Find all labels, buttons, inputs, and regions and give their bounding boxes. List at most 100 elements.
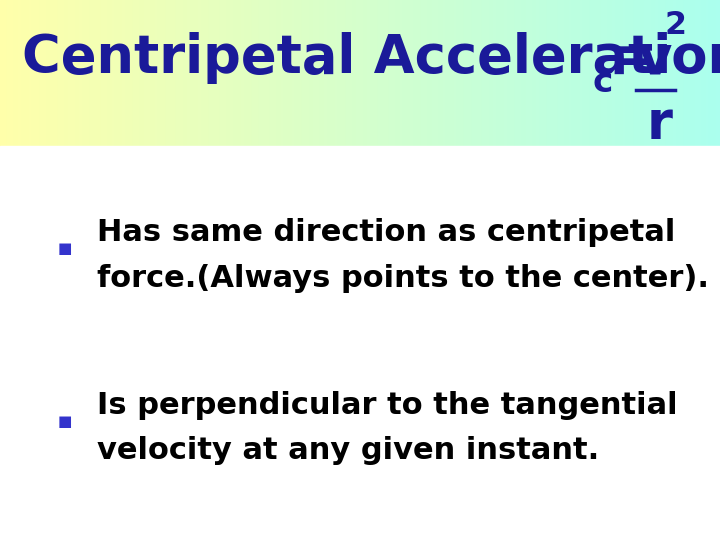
Bar <box>349 0 353 146</box>
Bar <box>184 0 187 146</box>
Bar <box>450 0 454 146</box>
Bar <box>241 0 245 146</box>
Bar <box>194 0 198 146</box>
Bar <box>7 0 11 146</box>
Bar <box>227 0 230 146</box>
Bar <box>623 0 626 146</box>
Bar <box>695 0 698 146</box>
Bar <box>281 0 284 146</box>
Bar <box>61 0 65 146</box>
Bar <box>112 0 115 146</box>
Bar <box>86 0 90 146</box>
Bar <box>529 0 533 146</box>
Bar <box>252 0 256 146</box>
Bar <box>295 0 299 146</box>
Bar <box>364 0 367 146</box>
Bar <box>655 0 659 146</box>
Bar <box>173 0 176 146</box>
Bar <box>464 0 468 146</box>
Bar <box>641 0 644 146</box>
Bar <box>457 0 461 146</box>
Bar <box>407 0 410 146</box>
Bar <box>446 0 450 146</box>
Bar <box>0 0 4 146</box>
Bar <box>400 0 403 146</box>
Bar <box>652 0 655 146</box>
Bar <box>515 0 518 146</box>
Bar <box>126 0 130 146</box>
Bar <box>601 0 605 146</box>
Bar <box>83 0 86 146</box>
Bar <box>137 0 140 146</box>
Text: v: v <box>637 32 672 84</box>
Bar <box>565 0 569 146</box>
Text: ■: ■ <box>58 241 72 256</box>
Bar <box>223 0 227 146</box>
Bar <box>79 0 83 146</box>
Bar <box>706 0 709 146</box>
Bar <box>277 0 281 146</box>
Bar <box>144 0 148 146</box>
Bar <box>590 0 594 146</box>
Bar <box>288 0 292 146</box>
Bar <box>536 0 540 146</box>
Bar <box>104 0 108 146</box>
Bar <box>234 0 238 146</box>
Bar <box>713 0 716 146</box>
Bar <box>688 0 691 146</box>
Text: Is perpendicular to the tangential: Is perpendicular to the tangential <box>97 390 678 420</box>
Bar <box>25 0 29 146</box>
Bar <box>4 0 7 146</box>
Bar <box>29 0 32 146</box>
Bar <box>680 0 684 146</box>
Bar <box>43 0 47 146</box>
Bar <box>612 0 616 146</box>
Bar <box>461 0 464 146</box>
Bar <box>230 0 234 146</box>
Bar <box>403 0 407 146</box>
Bar <box>540 0 544 146</box>
Bar <box>670 0 673 146</box>
Bar <box>475 0 479 146</box>
Bar <box>14 0 18 146</box>
Bar <box>374 0 378 146</box>
Bar <box>238 0 241 146</box>
Bar <box>162 0 166 146</box>
Bar <box>259 0 263 146</box>
Bar <box>626 0 630 146</box>
Bar <box>356 0 360 146</box>
Bar <box>335 0 338 146</box>
Bar <box>299 0 302 146</box>
Bar <box>216 0 220 146</box>
Bar <box>572 0 576 146</box>
Bar <box>511 0 515 146</box>
Bar <box>508 0 511 146</box>
Bar <box>324 0 328 146</box>
Bar <box>382 0 385 146</box>
Bar <box>90 0 94 146</box>
Bar <box>331 0 335 146</box>
Bar <box>482 0 486 146</box>
Bar <box>198 0 202 146</box>
Text: Has same direction as centripetal: Has same direction as centripetal <box>97 218 675 247</box>
Bar <box>169 0 173 146</box>
Bar <box>522 0 526 146</box>
Bar <box>504 0 508 146</box>
Bar <box>11 0 14 146</box>
Bar <box>367 0 371 146</box>
Bar <box>500 0 504 146</box>
Bar <box>108 0 112 146</box>
Bar <box>644 0 648 146</box>
Bar <box>180 0 184 146</box>
Bar <box>176 0 180 146</box>
Bar <box>328 0 331 146</box>
Bar <box>274 0 277 146</box>
Bar <box>479 0 482 146</box>
Bar <box>155 0 158 146</box>
Bar <box>526 0 529 146</box>
Text: r: r <box>647 98 672 150</box>
Bar <box>270 0 274 146</box>
Bar <box>68 0 72 146</box>
Bar <box>346 0 349 146</box>
Bar <box>490 0 493 146</box>
